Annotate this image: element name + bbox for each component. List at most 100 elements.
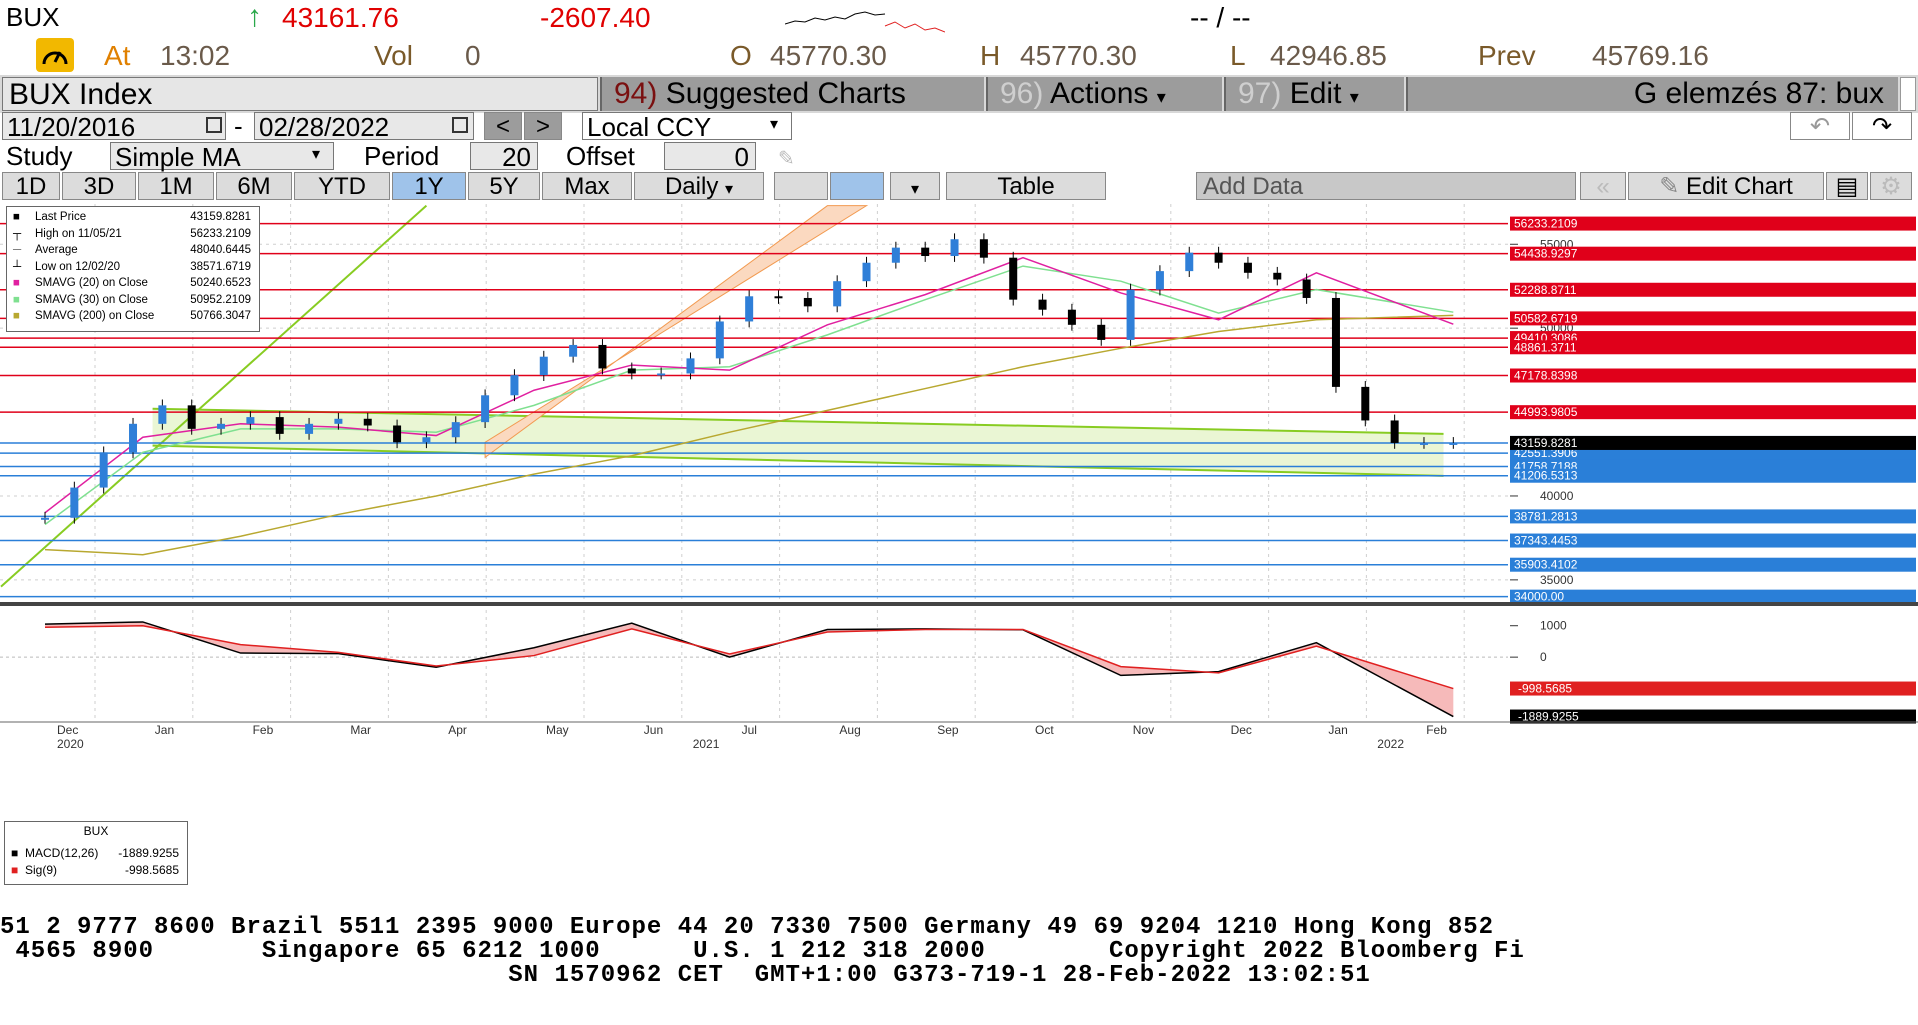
expand-icon[interactable] — [1900, 77, 1916, 111]
chevron-down-icon: ▾ — [770, 116, 779, 133]
edit-chart-label: Edit Chart — [1686, 173, 1793, 200]
legend-item: ┴ Low on 12/02/20 38571.6719 — [13, 261, 253, 277]
legend-value: 38571.6719 — [190, 260, 251, 273]
sma200-line — [44, 314, 1454, 556]
footer-line-1: 51 2 9777 8600 Brazil 5511 2395 9000 Eur… — [0, 914, 1495, 941]
calendar-icon[interactable] — [206, 117, 222, 133]
price-candle — [539, 356, 548, 376]
end-date-field[interactable]: 02/28/2022 — [254, 112, 474, 141]
speedometer-icon[interactable] — [36, 38, 74, 72]
macd-tag — [1510, 709, 1916, 724]
legend-item: ─ Average 48040.6445 — [13, 244, 253, 260]
offset-input[interactable]: 0 — [664, 142, 756, 171]
table-button[interactable]: Table — [946, 172, 1106, 200]
macd-legend-item: ■ Sig(9) -998.5685 — [11, 863, 179, 879]
prev-period-button[interactable]: < — [484, 112, 522, 140]
security-title[interactable]: BUX Index — [2, 77, 598, 111]
low-value: 42946.85 — [1270, 40, 1387, 71]
month-label: Dec — [57, 723, 78, 737]
month-label: Sep — [937, 723, 959, 737]
actions-menu-button[interactable]: 96) Actions ▾ — [986, 77, 1222, 111]
legend-item: ■ SMAVG (30) on Close 50952.2109 — [13, 294, 253, 310]
redo-button[interactable]: ↷ — [1852, 112, 1912, 140]
macd-fill — [45, 621, 1454, 717]
net-change: -2607.40 — [540, 2, 651, 33]
edit-chart-button[interactable]: ✎ Edit Chart — [1628, 172, 1824, 200]
price-candle — [745, 296, 754, 322]
legend-label: SMAVG (20) on Close — [35, 277, 148, 289]
channel-lower-line — [152, 444, 1444, 477]
price-candle — [1419, 442, 1428, 445]
macd-tick-label: 1000 — [1540, 619, 1567, 633]
price-candle — [891, 247, 900, 263]
price-candle — [774, 296, 783, 299]
legend-label: Average — [35, 244, 78, 256]
macd-tag-label: -998.5685 — [1518, 682, 1572, 696]
signal-line — [44, 624, 1454, 690]
footer-line-2: 4565 8900 Singapore 65 6212 1000 U.S. 1 … — [0, 938, 1525, 965]
range-button-1y[interactable]: 1Y — [392, 172, 466, 200]
price-candle — [99, 452, 108, 488]
study-type-select[interactable]: Simple MA — [110, 142, 334, 171]
month-label: Aug — [839, 723, 860, 737]
suggested-charts-label: Suggested Charts — [665, 77, 906, 110]
price-candle — [275, 417, 284, 434]
price-candle — [129, 423, 138, 453]
year-label: 2020 — [57, 737, 84, 751]
level-tag — [1510, 405, 1916, 420]
price-candle — [510, 375, 519, 396]
range-button-3d[interactable]: 3D — [62, 172, 136, 200]
gear-icon[interactable]: ⚙ — [1870, 172, 1912, 200]
price-candle — [393, 425, 402, 443]
range-button-6m[interactable]: 6M — [216, 172, 292, 200]
legend-item: ■ Last Price 43159.8281 — [13, 211, 253, 227]
legend-label: SMAVG (30) on Close — [35, 293, 148, 306]
calendar-icon[interactable] — [452, 117, 468, 133]
range-button-ytd[interactable]: YTD — [294, 172, 390, 200]
month-label: Jul — [742, 723, 757, 737]
candle-chart-icon[interactable] — [830, 172, 884, 200]
chart-settings-icon[interactable]: ▤ — [1826, 172, 1868, 200]
add-data-input[interactable]: Add Data — [1196, 172, 1576, 200]
month-label: Feb — [253, 723, 274, 737]
pencil-icon[interactable]: ✎ — [778, 148, 795, 170]
legend-swatch: ■ — [13, 277, 20, 289]
line-chart-icon[interactable] — [774, 172, 828, 200]
pencil-icon: ✎ — [1659, 173, 1687, 200]
frequency-select[interactable]: Daily ▾ — [634, 172, 764, 200]
price-candle — [862, 262, 871, 282]
security-ticker: BUX — [6, 2, 60, 32]
period-input[interactable]: 20 — [470, 142, 538, 171]
legend-label: Low on 12/02/20 — [35, 260, 121, 273]
range-button-max[interactable]: Max — [542, 172, 632, 200]
price-candle — [1302, 279, 1311, 298]
price-chart-svg[interactable]: 350004000045000500005500056233.210954438… — [0, 200, 1918, 900]
collapse-icon[interactable]: « — [1580, 172, 1626, 200]
legend-value: 43159.8281 — [190, 211, 251, 223]
next-period-button[interactable]: > — [524, 112, 562, 140]
price-candle — [657, 373, 666, 376]
range-button-5y[interactable]: 5Y — [468, 172, 540, 200]
chart-area[interactable]: 350004000045000500005500056233.210954438… — [0, 200, 1918, 900]
range-button-1m[interactable]: 1M — [138, 172, 214, 200]
study-label: Study — [6, 141, 73, 171]
suggested-charts-button[interactable]: 94) Suggested Charts — [600, 77, 984, 111]
year-label: 2021 — [693, 737, 720, 751]
undo-button[interactable]: ↶ — [1790, 112, 1850, 140]
macd-legend-title: BUX — [83, 824, 109, 838]
start-date-field[interactable]: 11/20/2016 — [2, 112, 226, 141]
edit-menu-button[interactable]: 97) Edit ▾ — [1224, 77, 1404, 111]
chevron-down-icon: ▾ — [1349, 87, 1359, 107]
range-button-1d[interactable]: 1D — [2, 172, 60, 200]
footer-line-3: SN 1570962 CET GMT+1:00 G373-719-1 28-Fe… — [0, 962, 1371, 989]
level-tag — [1510, 533, 1916, 548]
macd-legend: BUX ■ MACD(12,26) -1889.9255 ■ Sig(9) -998.56… — [4, 821, 188, 885]
legend-swatch: ■ — [13, 310, 20, 322]
currency-select[interactable]: Local CCY — [582, 112, 792, 141]
price-candle — [1361, 386, 1370, 421]
legend-item: ┬ High on 11/05/21 56233.2109 — [13, 228, 253, 244]
price-tick-label: 40000 — [1540, 489, 1574, 503]
chart-type-dropdown[interactable]: ▾ — [890, 172, 940, 200]
price-candle — [598, 344, 607, 369]
price-candle — [70, 487, 79, 518]
